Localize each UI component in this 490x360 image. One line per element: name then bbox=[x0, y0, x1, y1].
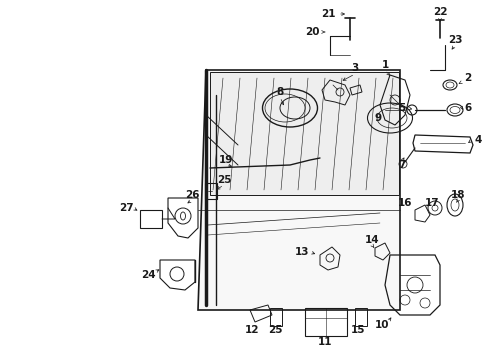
Text: 27: 27 bbox=[119, 203, 133, 213]
Bar bbox=[205, 183, 217, 199]
Polygon shape bbox=[210, 72, 399, 195]
Text: 22: 22 bbox=[433, 7, 447, 17]
Text: 23: 23 bbox=[448, 35, 462, 45]
Text: 9: 9 bbox=[374, 113, 382, 123]
Bar bbox=[270, 308, 282, 326]
Text: 20: 20 bbox=[305, 27, 319, 37]
Text: 15: 15 bbox=[351, 325, 365, 335]
Text: 18: 18 bbox=[451, 190, 465, 200]
Text: 4: 4 bbox=[474, 135, 482, 145]
Text: 5: 5 bbox=[398, 103, 406, 113]
Text: 12: 12 bbox=[245, 325, 259, 335]
Bar bbox=[355, 308, 367, 326]
Text: 24: 24 bbox=[141, 270, 155, 280]
Text: 19: 19 bbox=[219, 155, 233, 165]
Text: 13: 13 bbox=[295, 247, 309, 257]
Text: 3: 3 bbox=[351, 63, 359, 73]
Text: 25: 25 bbox=[268, 325, 282, 335]
Text: 25: 25 bbox=[217, 175, 231, 185]
Text: 17: 17 bbox=[425, 198, 440, 208]
Polygon shape bbox=[198, 70, 400, 310]
Bar bbox=[305, 308, 347, 336]
Bar bbox=[140, 210, 162, 228]
Text: 2: 2 bbox=[465, 73, 472, 83]
Text: 16: 16 bbox=[398, 198, 412, 208]
Text: 8: 8 bbox=[276, 87, 284, 97]
Text: 1: 1 bbox=[381, 60, 389, 70]
Text: 14: 14 bbox=[365, 235, 379, 245]
Text: 7: 7 bbox=[398, 160, 406, 170]
Text: 21: 21 bbox=[321, 9, 335, 19]
Text: 6: 6 bbox=[465, 103, 472, 113]
Text: 11: 11 bbox=[318, 337, 332, 347]
Text: 26: 26 bbox=[185, 190, 199, 200]
Text: 10: 10 bbox=[375, 320, 389, 330]
